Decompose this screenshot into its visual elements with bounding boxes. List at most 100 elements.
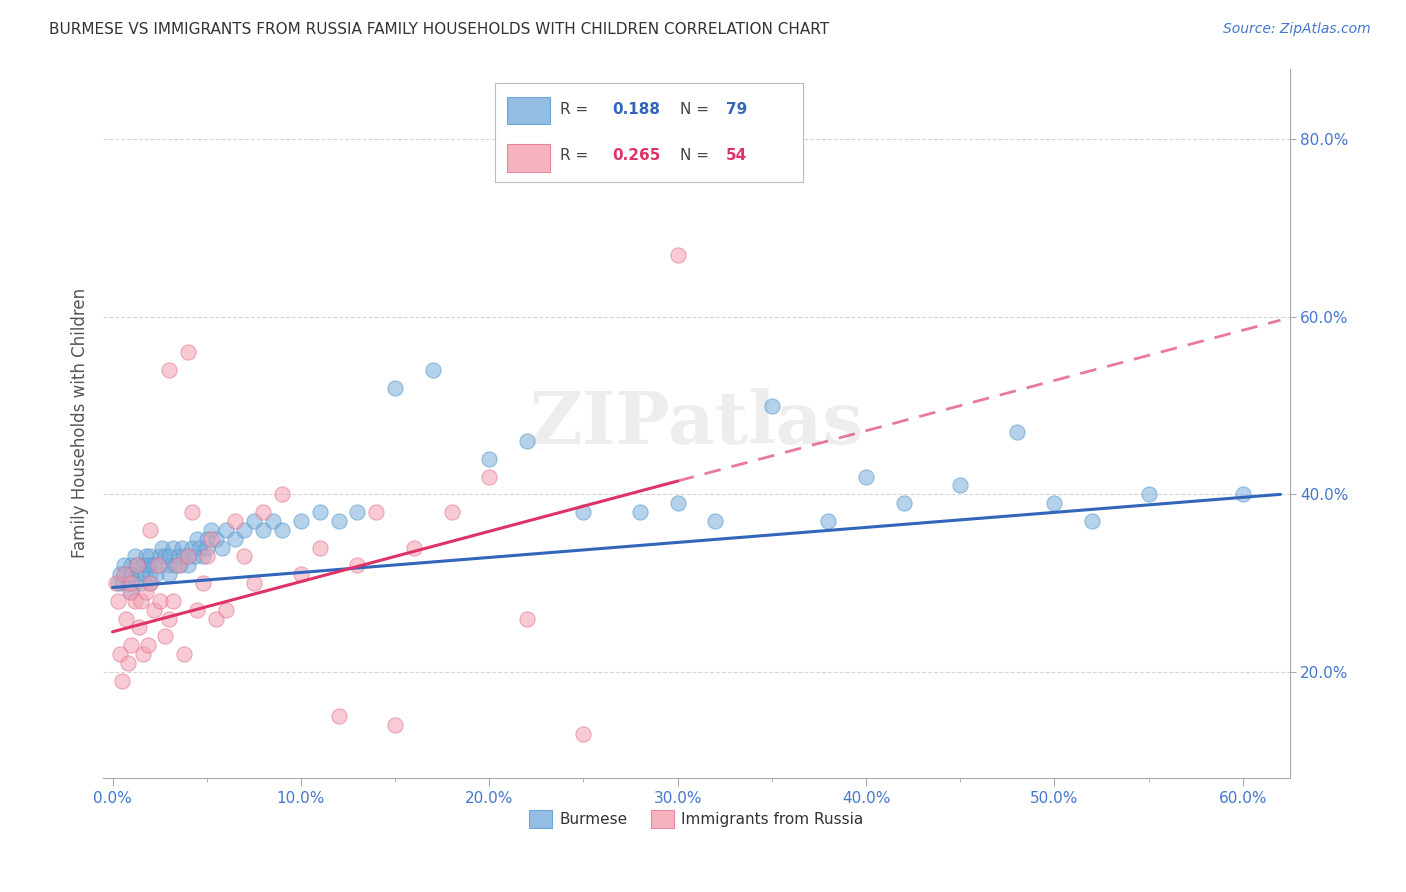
Point [111, 673, 134, 688]
Point [157, 567, 180, 582]
Point [177, 558, 200, 573]
Point [200, 523, 222, 537]
Point [271, 523, 294, 537]
Point [211, 541, 233, 555]
Point [139, 576, 162, 591]
Point [224, 514, 246, 528]
Point [107, 576, 129, 591]
Point [117, 656, 139, 670]
Point [233, 549, 256, 564]
Point [384, 718, 406, 732]
Point [214, 523, 236, 537]
Point [149, 594, 172, 608]
Point [422, 363, 444, 377]
Point [149, 549, 172, 564]
Point [125, 558, 148, 573]
Point [138, 558, 160, 573]
Point [949, 478, 972, 492]
Point [1081, 514, 1104, 528]
Point [105, 576, 128, 591]
Point [120, 576, 142, 591]
Point [108, 647, 131, 661]
Point [214, 602, 236, 616]
Point [146, 558, 169, 573]
Point [172, 541, 194, 555]
Point [167, 549, 190, 564]
Point [124, 594, 146, 608]
Point [243, 514, 266, 528]
Point [402, 541, 425, 555]
Point [129, 594, 152, 608]
Point [112, 567, 135, 582]
Point [173, 549, 195, 564]
Point [666, 248, 689, 262]
Point [139, 558, 162, 573]
Point [120, 585, 142, 599]
Point [139, 523, 162, 537]
Point [195, 532, 218, 546]
Point [112, 558, 135, 573]
Point [157, 549, 180, 564]
Point [195, 541, 218, 555]
Point [572, 727, 595, 741]
Point [346, 558, 368, 573]
Point [143, 558, 166, 573]
Point [118, 585, 141, 599]
Point [233, 523, 256, 537]
Point [366, 505, 388, 519]
Point [162, 594, 184, 608]
Point [124, 549, 146, 564]
Point [290, 514, 312, 528]
Point [188, 541, 211, 555]
Point [114, 611, 136, 625]
Point [177, 345, 200, 359]
Point [120, 638, 142, 652]
Point [120, 576, 142, 591]
Point [666, 496, 689, 510]
Point [177, 549, 200, 564]
Point [129, 576, 152, 591]
Point [893, 496, 915, 510]
Point [186, 602, 208, 616]
Point [191, 549, 214, 564]
Point [855, 469, 877, 483]
Point [195, 549, 218, 564]
Point [157, 611, 180, 625]
Point [139, 567, 162, 582]
Point [157, 363, 180, 377]
Point [704, 514, 727, 528]
Point [111, 576, 134, 591]
Point [478, 451, 501, 466]
Point [150, 541, 173, 555]
Point [628, 505, 651, 519]
Point [516, 611, 538, 625]
Point [243, 576, 266, 591]
Point [155, 549, 177, 564]
Point [262, 514, 284, 528]
Point [1137, 487, 1160, 501]
Point [107, 594, 129, 608]
Point [155, 629, 177, 643]
Point [131, 558, 153, 573]
Point [180, 505, 202, 519]
Point [149, 558, 172, 573]
Point [162, 541, 184, 555]
Point [271, 487, 294, 501]
Point [177, 549, 200, 564]
Text: BURMESE VS IMMIGRANTS FROM RUSSIA FAMILY HOUSEHOLDS WITH CHILDREN CORRELATION CH: BURMESE VS IMMIGRANTS FROM RUSSIA FAMILY… [49, 22, 830, 37]
Point [516, 434, 538, 449]
Point [125, 558, 148, 573]
Point [139, 549, 162, 564]
Point [478, 469, 501, 483]
Text: Source: ZipAtlas.com: Source: ZipAtlas.com [1223, 22, 1371, 37]
Point [205, 532, 228, 546]
Point [157, 558, 180, 573]
Point [440, 505, 463, 519]
Point [169, 558, 191, 573]
Point [1005, 425, 1028, 440]
Point [572, 505, 595, 519]
Point [135, 585, 157, 599]
Point [328, 514, 350, 528]
Point [308, 541, 330, 555]
Point [134, 567, 156, 582]
